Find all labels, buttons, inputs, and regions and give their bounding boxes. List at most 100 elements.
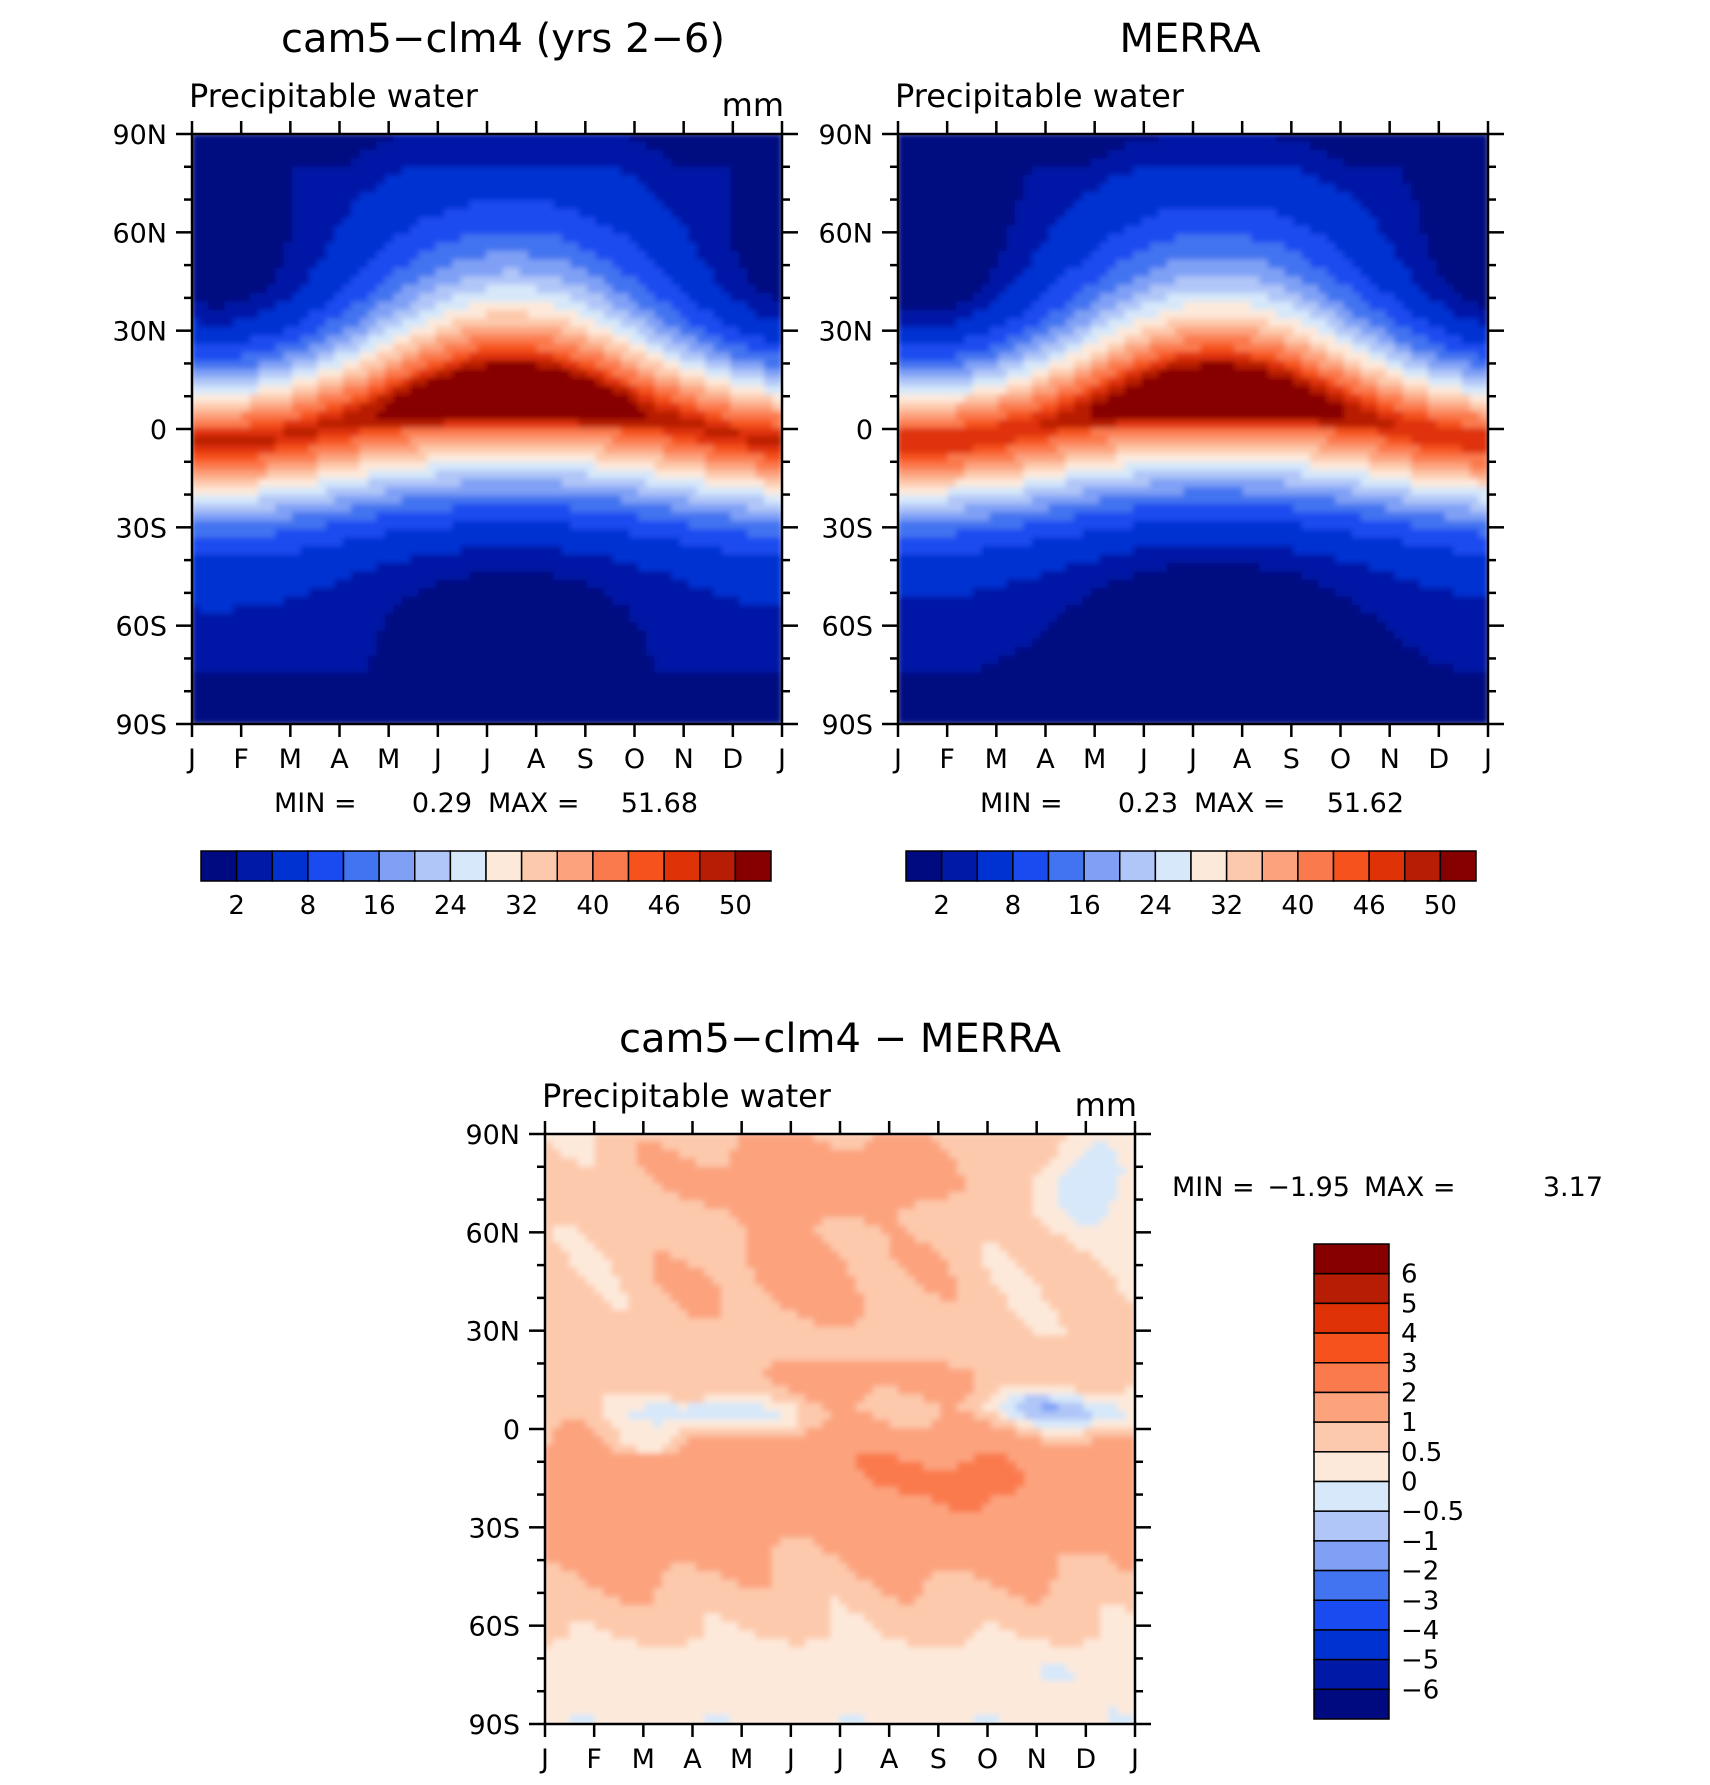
contour-cell (1058, 1149, 1086, 1161)
colorbar: 2 8 16 24 32 40 46 50 (200, 850, 772, 921)
contour-cell (368, 385, 387, 397)
min-value: 0.29 (412, 788, 472, 819)
contour-cell (1343, 360, 1363, 371)
colorbar-swatch (940, 850, 978, 882)
contour-cell (1117, 1158, 1135, 1169)
contour-cell (292, 217, 345, 228)
contour-cell (688, 343, 716, 355)
contour-cell (1326, 394, 1346, 405)
contour-cell (965, 1175, 1035, 1186)
y-tick-label: 0 (150, 415, 167, 446)
contour-cell (309, 343, 337, 355)
contour-cell (334, 579, 438, 591)
contour-cell (898, 1453, 976, 1464)
max-label: MAX = (488, 788, 579, 819)
contour-cell (283, 428, 320, 439)
contour-cell (1411, 453, 1488, 464)
contour-cell (578, 360, 598, 371)
colorbar-label: 16 (1068, 891, 1101, 921)
contour-cell (1090, 402, 1346, 414)
contour-cell (1057, 402, 1076, 414)
colorbar-swatch (699, 850, 737, 882)
contour-cell (1394, 242, 1430, 253)
contour-cell (898, 495, 950, 506)
contour-cell (772, 419, 782, 430)
contour-cell (705, 369, 733, 380)
contour-cell (972, 293, 1001, 304)
contour-cell (1394, 343, 1414, 355)
contour-cell (1090, 385, 1110, 397)
contour-cell (1082, 259, 1119, 270)
max-value: 51.68 (621, 788, 698, 819)
contour-cell (283, 259, 320, 270)
contour-cell (545, 1369, 766, 1380)
contour-cell (545, 1613, 707, 1624)
contour-cell (604, 293, 632, 304)
contour-cell (730, 419, 775, 430)
contour-cell (1016, 1402, 1044, 1414)
contour-cell (872, 1478, 1027, 1489)
contour-cell (309, 444, 362, 456)
contour-cell (334, 352, 362, 363)
contour-cell (705, 453, 767, 464)
contour-cell (460, 234, 564, 245)
contour-cell (1377, 613, 1488, 624)
contour-cell (637, 385, 657, 397)
contour-cell (1082, 335, 1102, 346)
contour-cell (1075, 1672, 1135, 1683)
contour-cell (1293, 369, 1304, 380)
contour-cell (1149, 335, 1186, 346)
contour-cell (1107, 360, 1135, 371)
contour-cell (443, 343, 480, 355)
contour-cell (1461, 385, 1488, 397)
contour-cell (1006, 242, 1043, 253)
contour-cell (1048, 310, 1076, 321)
contour-cell (1048, 503, 1135, 515)
contour-cell (1343, 369, 1363, 380)
contour-cell (898, 571, 1043, 582)
contour-cell (1117, 1284, 1135, 1296)
contour-cell (1343, 394, 1363, 405)
contour-cell (595, 461, 657, 473)
contour-cell (1031, 385, 1060, 397)
contour-cell (1065, 208, 1161, 220)
contour-cell (898, 512, 992, 523)
contour-cell (192, 554, 413, 565)
contour-cell (636, 1638, 690, 1650)
contour-cell (1318, 326, 1338, 338)
contour-cell (1116, 326, 1144, 338)
contour-cell (612, 284, 649, 296)
contour-cell (594, 1149, 639, 1161)
contour-cell (561, 276, 606, 287)
contour-cell (1016, 1310, 1061, 1321)
contour-cell (964, 503, 1051, 515)
colorbar-swatch (556, 850, 594, 882)
contour-cell (545, 1234, 555, 1245)
contour-cell (1124, 343, 1152, 355)
contour-cell (1074, 360, 1093, 371)
contour-cell (1074, 326, 1093, 338)
contour-cell (898, 419, 967, 430)
contour-cell (1024, 1411, 1094, 1422)
contour-cell (317, 360, 345, 371)
contour-cell (898, 537, 1034, 548)
contour-cell (460, 478, 564, 489)
contour-cell (1031, 166, 1135, 178)
contour-cell (586, 1234, 749, 1245)
contour-cell (737, 1217, 825, 1228)
contour-cell (654, 664, 782, 675)
contour-cell (914, 1596, 1027, 1607)
contour-cell (300, 318, 328, 329)
contour-cell (1369, 343, 1397, 355)
contour-cell (1049, 1638, 1086, 1650)
contour-cell (964, 461, 1026, 473)
panel-title: cam5−clm4 (yrs 2−6) (281, 16, 725, 62)
contour-cell (956, 318, 1009, 329)
contour-cell (192, 259, 286, 270)
contour-cell (1133, 520, 1304, 532)
contour-cell (855, 1453, 900, 1464)
colorbar-swatch (342, 850, 380, 882)
contour-cell (982, 1503, 1135, 1515)
contour-cell (1090, 158, 1346, 169)
contour-cell (830, 1242, 892, 1253)
